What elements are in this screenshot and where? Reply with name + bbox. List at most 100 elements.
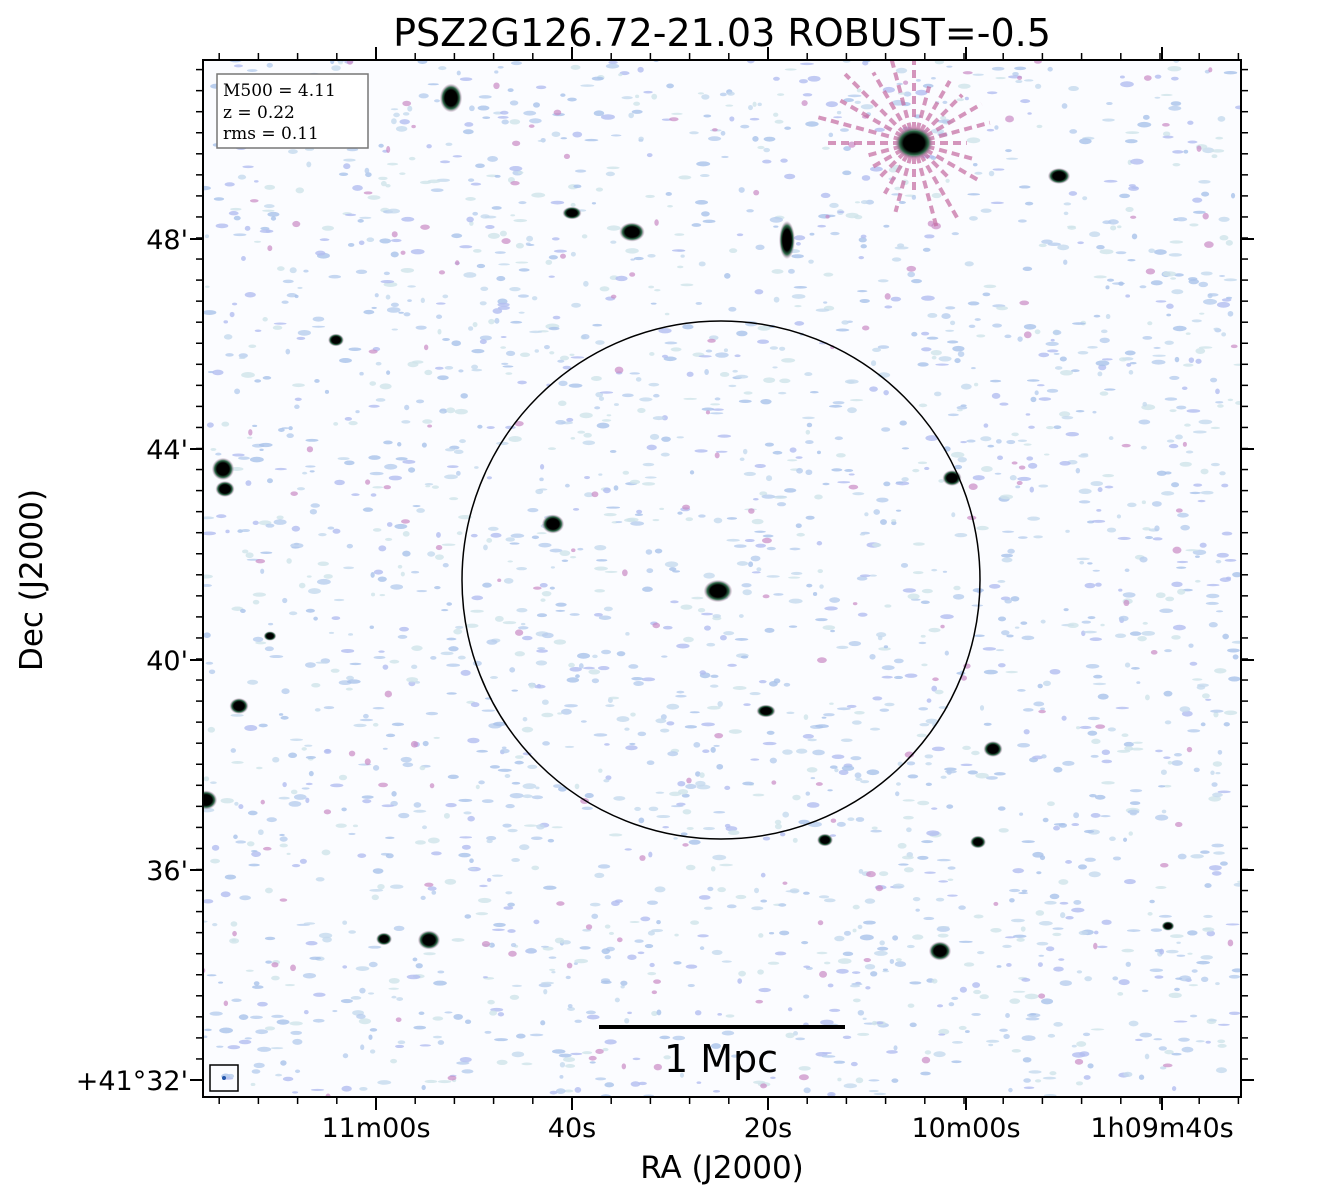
noise-speck <box>523 110 537 116</box>
noise-speck <box>959 986 967 993</box>
noise-speck <box>755 999 764 1004</box>
noise-speck <box>1153 1038 1163 1041</box>
noise-speck <box>868 574 878 577</box>
noise-speck <box>1169 240 1184 244</box>
noise-speck <box>748 508 755 514</box>
noise-speck <box>1026 456 1034 461</box>
noise-speck <box>788 625 798 628</box>
noise-speck <box>702 826 715 831</box>
noise-speck <box>1041 998 1054 1005</box>
noise-speck <box>748 104 753 111</box>
noise-speck <box>265 960 272 964</box>
noise-speck <box>522 783 537 790</box>
noise-speck <box>373 569 384 575</box>
noise-speck <box>855 777 863 782</box>
noise-speck <box>525 242 531 246</box>
noise-speck <box>556 901 565 906</box>
noise-speck <box>445 802 457 808</box>
noise-speck <box>491 928 505 931</box>
noise-speck <box>487 526 499 531</box>
noise-speck <box>1161 491 1175 496</box>
noise-speck <box>893 1045 898 1051</box>
noise-speck <box>983 722 992 726</box>
noise-speck <box>529 118 542 124</box>
noise-speck <box>444 878 457 885</box>
noise-speck <box>719 372 730 377</box>
noise-speck <box>806 583 813 588</box>
noise-speck <box>989 583 1001 589</box>
noise-speck <box>774 951 787 956</box>
noise-speck <box>751 571 761 574</box>
noise-speck <box>1124 879 1136 885</box>
noise-speck <box>514 420 524 427</box>
noise-speck <box>1035 83 1042 89</box>
noise-speck <box>479 301 487 306</box>
noise-speck <box>281 688 290 695</box>
noise-speck <box>882 970 890 973</box>
noise-speck <box>667 751 679 757</box>
noise-speck <box>549 351 555 355</box>
noise-speck <box>529 1033 544 1037</box>
noise-speck <box>827 983 834 988</box>
noise-speck <box>380 180 387 187</box>
noise-speck <box>849 399 864 402</box>
noise-speck <box>1087 562 1093 565</box>
noise-speck <box>873 950 888 956</box>
noise-speck <box>638 817 645 824</box>
noise-speck <box>547 838 555 843</box>
noise-speck <box>1206 930 1216 937</box>
noise-speck <box>638 1081 647 1086</box>
noise-speck <box>397 564 403 569</box>
noise-speck <box>553 109 562 116</box>
noise-speck <box>453 1013 463 1020</box>
noise-speck <box>346 60 354 65</box>
noise-speck <box>257 1001 268 1007</box>
noise-speck <box>223 1000 229 1007</box>
noise-speck <box>1059 411 1071 417</box>
noise-speck <box>314 379 320 383</box>
noise-speck <box>873 1092 887 1096</box>
noise-speck <box>482 976 488 979</box>
noise-speck <box>947 894 958 897</box>
noise-speck <box>1171 289 1184 295</box>
noise-speck <box>691 596 704 600</box>
noise-speck <box>950 451 965 458</box>
noise-speck <box>1128 831 1133 836</box>
noise-speck <box>650 302 657 305</box>
noise-speck <box>383 271 390 276</box>
noise-speck <box>1139 285 1147 289</box>
noise-speck <box>822 625 836 630</box>
noise-speck <box>537 139 546 142</box>
noise-speck <box>1029 486 1034 493</box>
noise-speck <box>837 958 852 964</box>
noise-speck <box>536 824 545 830</box>
noise-speck <box>1079 725 1092 729</box>
noise-speck <box>921 663 928 667</box>
noise-speck <box>620 980 628 986</box>
noise-speck <box>1049 893 1060 900</box>
noise-speck <box>1175 977 1183 980</box>
noise-speck <box>812 592 818 596</box>
noise-speck <box>1125 206 1134 212</box>
noise-speck <box>459 245 473 249</box>
noise-speck <box>549 548 563 553</box>
noise-speck <box>599 286 610 292</box>
noise-speck <box>1090 754 1099 758</box>
noise-speck <box>557 712 563 715</box>
noise-speck <box>1065 432 1080 437</box>
noise-speck <box>821 146 830 150</box>
noise-speck <box>1005 115 1014 123</box>
noise-speck <box>674 933 679 937</box>
noise-speck <box>548 255 558 260</box>
noise-speck <box>1233 363 1241 366</box>
noise-speck <box>1091 738 1101 744</box>
noise-speck <box>305 465 316 468</box>
noise-speck <box>601 419 612 422</box>
noise-speck <box>1089 637 1102 642</box>
noise-speck <box>994 125 999 130</box>
noise-speck <box>707 338 716 343</box>
noise-speck <box>1034 390 1039 396</box>
noise-speck <box>773 76 780 81</box>
noise-speck <box>646 444 657 451</box>
noise-speck <box>343 163 351 170</box>
